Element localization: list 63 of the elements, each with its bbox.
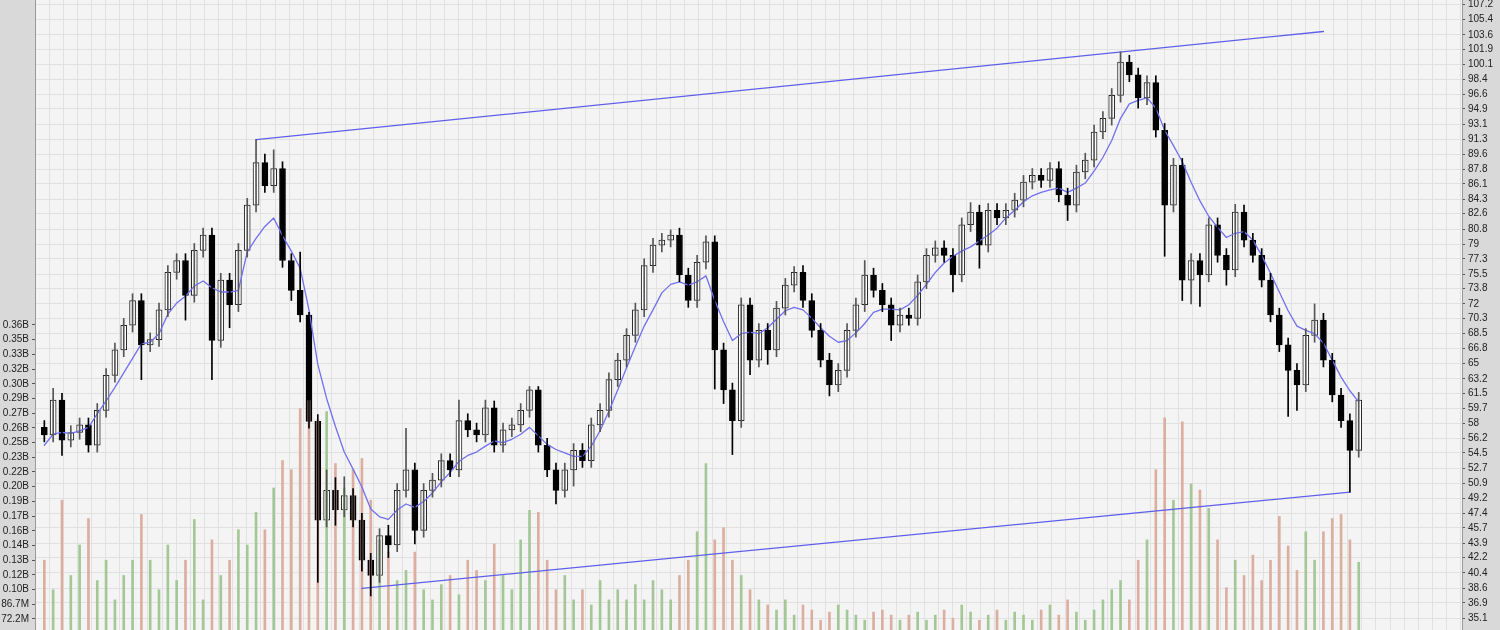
y2-tick-label: 86.7M: [1, 598, 29, 610]
y2-tick-label: 0.33B: [2, 348, 30, 360]
y-tick-label: 100.1: [1468, 58, 1494, 70]
y-tick-label: 84.3: [1468, 192, 1488, 204]
y-tick-label: 47.4: [1468, 507, 1488, 519]
y2-tick-label: 0.23B: [2, 451, 30, 463]
y-tick-label: 80.8: [1468, 222, 1488, 234]
y2-tick-label: 0.14B: [2, 539, 30, 551]
y2-tick-label: 0.17B: [2, 509, 30, 521]
y-tick-label: 70.3: [1468, 312, 1488, 324]
y-tick-label: 107.2: [1468, 0, 1494, 10]
y-tick-label: 105.4: [1468, 13, 1494, 25]
y2-tick-label: 0.10B: [2, 583, 30, 595]
y-tick-label: 42.2: [1468, 551, 1488, 563]
y-tick-label: 65: [1468, 357, 1480, 369]
y-tick-label: 56.2: [1468, 432, 1488, 444]
y-tick-label: 49.2: [1468, 491, 1488, 503]
y-tick-label: 38.6: [1468, 582, 1488, 594]
y-tick-label: 66.8: [1468, 341, 1488, 353]
y-tick-label: 77.3: [1468, 252, 1488, 264]
y2-tick-label: 0.35B: [2, 333, 30, 345]
y2-tick-label: 0.13B: [2, 553, 30, 565]
y-tick-label: 89.6: [1468, 147, 1488, 159]
y-tick-label: 91.3: [1468, 133, 1488, 145]
y2-tick-label: 72.2M: [1, 612, 29, 624]
y-tick-label: 40.4: [1468, 566, 1488, 578]
y-tick-label: 101.9: [1468, 43, 1494, 55]
y-tick-label: 43.9: [1468, 536, 1488, 548]
y-tick-label: 68.5: [1468, 327, 1488, 339]
y2-tick-label: 0.36B: [2, 318, 30, 330]
y-tick-label: 63.2: [1468, 372, 1488, 384]
y-tick-label: 50.9: [1468, 477, 1488, 489]
y-tick-label: 35.1: [1468, 611, 1488, 623]
y-tick-label: 96.6: [1468, 88, 1488, 100]
y-tick-label: 82.6: [1468, 207, 1488, 219]
y2-tick-label: 0.22B: [2, 465, 30, 477]
y-tick-label: 58: [1468, 416, 1480, 428]
y-tick-label: 59.7: [1468, 402, 1488, 414]
y2-tick-label: 0.29B: [2, 392, 30, 404]
y-tick-label: 75.5: [1468, 267, 1488, 279]
y2-tick-label: 0.25B: [2, 436, 30, 448]
y2-tick-label: 0.26B: [2, 421, 30, 433]
y-tick-label: 79: [1468, 238, 1480, 250]
y-tick-label: 61.5: [1468, 387, 1488, 399]
y-tick-label: 93.1: [1468, 118, 1488, 130]
y2-tick-label: 0.32B: [2, 362, 30, 374]
y2-tick-label: 0.27B: [2, 406, 30, 418]
y-tick-label: 72: [1468, 297, 1480, 309]
y-tick-label: 54.5: [1468, 446, 1488, 458]
y2-tick-label: 0.20B: [2, 480, 30, 492]
y-tick-label: 103.6: [1468, 28, 1494, 40]
y-tick-label: 73.8: [1468, 282, 1488, 294]
y-tick-label: 86.1: [1468, 177, 1488, 189]
y-tick-label: 94.9: [1468, 102, 1488, 114]
y-tick-label: 87.8: [1468, 163, 1488, 175]
y2-tick-label: 0.19B: [2, 495, 30, 507]
y2-tick-label: 0.12B: [2, 568, 30, 580]
y2-tick-label: 0.16B: [2, 524, 30, 536]
y-tick-label: 36.9: [1468, 596, 1488, 608]
y-tick-label: 52.7: [1468, 461, 1488, 473]
y2-tick-label: 0.30B: [2, 377, 30, 389]
y-tick-label: 45.7: [1468, 521, 1488, 533]
y-tick-label: 98.4: [1468, 72, 1488, 84]
